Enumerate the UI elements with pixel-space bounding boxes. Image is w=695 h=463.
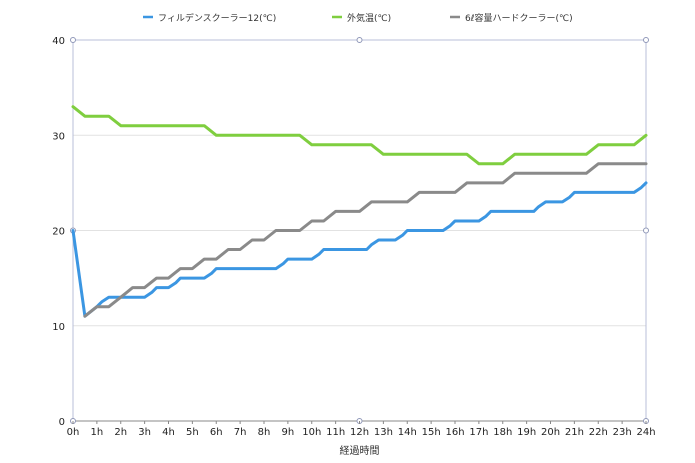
x-tick-label-7h: 7h bbox=[234, 427, 247, 438]
x-tick-label-1h: 1h bbox=[91, 427, 104, 438]
x-tick-label-15h: 15h bbox=[422, 427, 441, 438]
legend-label-0: フィルデンスクーラー12(℃) bbox=[158, 12, 276, 24]
x-tick-label-23h: 23h bbox=[613, 427, 632, 438]
x-tick-label-20h: 20h bbox=[541, 427, 560, 438]
x-tick-label-4h: 4h bbox=[162, 427, 175, 438]
x-tick-label-3h: 3h bbox=[138, 427, 151, 438]
y-tick-label-30: 30 bbox=[52, 131, 65, 142]
y-tick-label-20: 20 bbox=[52, 227, 65, 238]
y-tick-label-0: 0 bbox=[59, 417, 65, 428]
legend-label-2: 6ℓ容量ハードクーラー(℃) bbox=[465, 12, 573, 24]
series-line-2 bbox=[83, 162, 648, 318]
resize-handle-0[interactable] bbox=[70, 37, 76, 43]
legend-label-1: 外気温(℃) bbox=[347, 12, 391, 24]
x-tick-label-12h: 12h bbox=[350, 427, 369, 438]
x-tick-label-18h: 18h bbox=[493, 427, 512, 438]
x-tick-label-13h: 13h bbox=[374, 427, 393, 438]
x-tick-label-2h: 2h bbox=[114, 427, 127, 438]
x-axis-title: 経過時間 bbox=[340, 444, 380, 457]
gridlines bbox=[73, 39, 646, 327]
x-tick-label-21h: 21h bbox=[565, 427, 584, 438]
x-tick-label-6h: 6h bbox=[210, 427, 223, 438]
y-tick-label-10: 10 bbox=[52, 322, 65, 333]
x-tick-label-11h: 11h bbox=[326, 427, 345, 438]
x-tick-label-14h: 14h bbox=[398, 427, 417, 438]
x-axis-ticks: 0h 1h 2h 3h 4h 5h 6h 7h 8h 9h 10h 11h 12h 13h 14h 15h 16… bbox=[67, 421, 656, 438]
series-layer bbox=[71, 105, 648, 318]
resize-handle-1[interactable] bbox=[356, 37, 363, 43]
x-tick-label-22h: 22h bbox=[589, 427, 608, 438]
x-tick-label-8h: 8h bbox=[258, 427, 271, 438]
series-line-0 bbox=[71, 181, 648, 318]
x-tick-label-24h: 24h bbox=[636, 427, 655, 438]
resize-handle-2[interactable] bbox=[643, 37, 649, 43]
y-tick-label-40: 40 bbox=[52, 36, 65, 47]
x-tick-label-10h: 10h bbox=[302, 427, 321, 438]
resize-handle-4[interactable] bbox=[643, 227, 649, 234]
legend: フィルデンスクーラー12(℃) 外気温(℃) 6ℓ容量ハードクーラー(℃) bbox=[143, 12, 573, 24]
y-axis-ticks: 0 10 20 30 40 bbox=[52, 36, 65, 428]
x-tick-label-5h: 5h bbox=[186, 427, 199, 438]
x-tick-label-16h: 16h bbox=[445, 427, 464, 438]
x-tick-label-19h: 19h bbox=[517, 427, 536, 438]
x-tick-label-17h: 17h bbox=[469, 427, 488, 438]
x-tick-label-0h: 0h bbox=[67, 427, 80, 438]
series-line-1 bbox=[71, 105, 648, 166]
x-tick-label-9h: 9h bbox=[282, 427, 295, 438]
